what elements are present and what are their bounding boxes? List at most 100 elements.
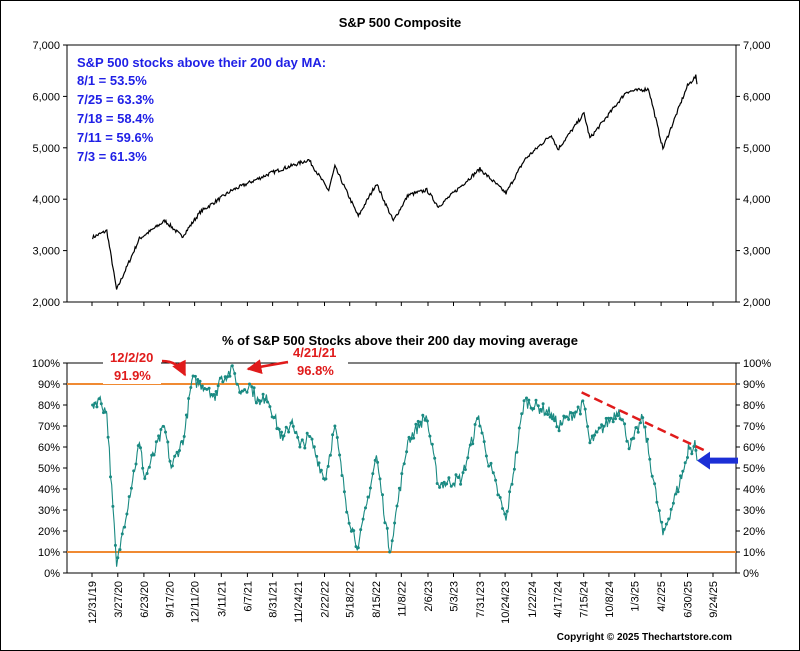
pct-point <box>553 419 557 423</box>
pct-point <box>205 387 209 391</box>
bottom-ytick-label-left: 70% <box>38 421 60 433</box>
pct-point <box>364 506 367 510</box>
pct-point <box>653 482 657 486</box>
pct-point <box>688 446 692 450</box>
pct-point <box>328 453 332 457</box>
ma-note-heading: S&P 500 stocks above their 200 day MA: <box>77 55 326 70</box>
downtrend-dashed-line <box>581 391 707 453</box>
pct-point <box>221 380 225 384</box>
pct-point <box>228 374 232 378</box>
pct-point <box>390 539 394 543</box>
pct-point <box>614 417 617 421</box>
pct-point <box>629 437 633 441</box>
pct-above-200ma-line <box>91 364 698 567</box>
bottom-xtick-label: 6/30/25 <box>682 581 694 618</box>
pct-point <box>634 426 638 430</box>
pct-point <box>397 486 401 490</box>
pct-point <box>562 414 566 418</box>
pct-point <box>597 426 601 430</box>
pct-point <box>461 471 465 475</box>
pct-point <box>557 429 561 433</box>
pct-point <box>525 396 528 400</box>
pct-point <box>109 475 112 479</box>
pct-point <box>354 545 358 549</box>
top-ytick-label-right: 2,000 <box>743 297 771 309</box>
sp500-price-line <box>92 74 698 290</box>
pct-point <box>216 384 220 388</box>
top-chart-title: S&P 500 Composite <box>339 15 462 30</box>
pct-point <box>315 454 319 458</box>
pct-point <box>671 501 675 505</box>
pct-point <box>517 426 521 430</box>
pct-point <box>541 402 545 406</box>
bottom-xtick-label: 9/24/25 <box>708 581 720 618</box>
pct-point <box>581 399 585 403</box>
pct-point <box>170 464 174 468</box>
pct-point <box>430 442 434 446</box>
pct-point <box>223 375 227 379</box>
annotation-2-date: 4/21/21 <box>293 345 336 360</box>
pct-point <box>91 403 95 407</box>
pct-point <box>250 385 254 389</box>
pct-point <box>667 517 671 521</box>
pct-point <box>438 485 442 489</box>
pct-point <box>567 417 571 421</box>
reference-lines <box>67 383 736 553</box>
pct-point <box>686 456 689 459</box>
pct-point <box>571 411 575 415</box>
pct-point <box>690 452 694 456</box>
pct-point <box>588 441 592 445</box>
pct-point <box>674 492 678 496</box>
pct-point <box>657 509 661 513</box>
bottom-xtick-label: 4/2/25 <box>656 581 668 612</box>
pct-point <box>143 477 147 480</box>
pct-point <box>676 490 680 494</box>
pct-point <box>352 529 356 533</box>
top-plot-frame <box>66 44 737 303</box>
pct-point <box>607 416 610 420</box>
pct-point <box>683 461 687 465</box>
pct-point <box>501 507 504 510</box>
pct-point <box>261 392 265 396</box>
bottom-ytick-label-left: 30% <box>38 505 60 517</box>
pct-point <box>317 461 321 465</box>
bottom-xtick-label: 11/8/22 <box>396 581 408 617</box>
pct-point <box>310 437 314 441</box>
pct-point <box>543 412 547 416</box>
bottom-ytick-label-right: 0% <box>743 568 759 580</box>
top-ytick-label-right: 4,000 <box>743 194 771 206</box>
bottom-ytick-label-left: 20% <box>38 526 60 538</box>
bottom-ytick-label-left: 0% <box>44 568 60 580</box>
pct-point <box>340 474 344 477</box>
pct-point <box>159 428 163 431</box>
bottom-xtick-label: 4/17/24 <box>552 581 564 618</box>
pct-point <box>196 378 200 381</box>
pct-point <box>520 412 524 416</box>
top-ytick-label-left: 6,000 <box>32 91 60 103</box>
pct-point <box>616 414 620 418</box>
pct-point <box>324 477 328 481</box>
ma-note-line-2: 7/25 = 63.3% <box>77 92 154 107</box>
pct-point <box>254 401 258 405</box>
pct-point <box>534 398 538 402</box>
pct-point <box>308 435 312 438</box>
bottom-ytick-label-right: 60% <box>743 442 765 454</box>
pct-point <box>625 439 629 443</box>
pct-point <box>435 482 439 485</box>
bottom-ytick-label-right: 20% <box>743 526 765 538</box>
top-ytick-label-left: 2,000 <box>32 297 60 309</box>
pct-point <box>226 375 229 379</box>
bottom-ytick-label-right: 70% <box>743 421 765 433</box>
bottom-xtick-label: 8/31/21 <box>268 581 280 618</box>
pct-point <box>476 417 479 420</box>
pct-point <box>361 517 365 521</box>
annotation-1-value: 91.9% <box>114 368 151 383</box>
pct-point <box>373 458 377 462</box>
pct-point <box>440 481 444 485</box>
pct-point <box>280 430 283 434</box>
pct-point <box>407 435 411 439</box>
pct-point <box>113 543 117 547</box>
bottom-x-ticks: 12/31/19 3/27/20 6/23/20 9/17/20 12/11/20 3/1… <box>87 573 720 624</box>
pct-point <box>139 446 142 450</box>
pct-point <box>214 390 218 393</box>
